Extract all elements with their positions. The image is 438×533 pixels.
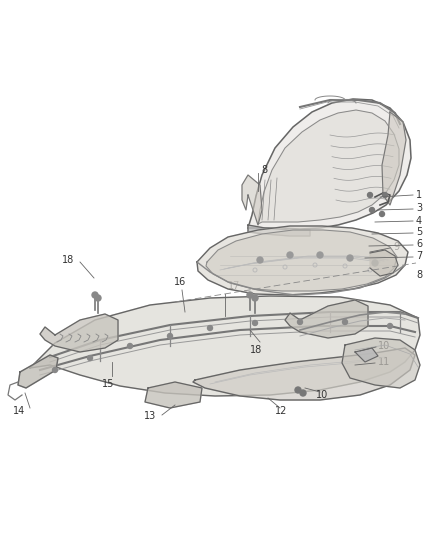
Polygon shape xyxy=(248,225,310,236)
Text: 1: 1 xyxy=(416,190,422,200)
Circle shape xyxy=(379,212,385,216)
Text: 11: 11 xyxy=(378,357,390,367)
Circle shape xyxy=(295,387,301,393)
Text: 8: 8 xyxy=(261,165,267,175)
Circle shape xyxy=(53,367,57,373)
Polygon shape xyxy=(248,99,411,229)
Polygon shape xyxy=(355,348,378,362)
Polygon shape xyxy=(342,338,420,388)
Text: 15: 15 xyxy=(102,379,114,389)
Circle shape xyxy=(92,292,98,298)
Circle shape xyxy=(88,356,92,360)
Circle shape xyxy=(370,207,374,213)
Polygon shape xyxy=(382,112,406,205)
Polygon shape xyxy=(30,296,420,396)
Text: 9: 9 xyxy=(393,242,399,252)
Circle shape xyxy=(297,319,303,325)
Circle shape xyxy=(343,319,347,325)
Text: 5: 5 xyxy=(416,227,422,237)
Text: 16: 16 xyxy=(174,277,186,287)
Polygon shape xyxy=(40,314,118,352)
Polygon shape xyxy=(18,355,58,388)
Text: 4: 4 xyxy=(416,216,422,226)
Circle shape xyxy=(287,252,293,258)
Text: 14: 14 xyxy=(13,406,25,416)
Polygon shape xyxy=(370,250,398,276)
Polygon shape xyxy=(242,175,262,225)
Text: 12: 12 xyxy=(275,406,287,416)
Circle shape xyxy=(257,257,263,263)
Circle shape xyxy=(317,252,323,258)
Text: 17: 17 xyxy=(228,281,240,291)
Circle shape xyxy=(300,390,306,396)
Text: 18: 18 xyxy=(62,255,74,265)
Text: 3: 3 xyxy=(416,203,422,213)
Text: 8: 8 xyxy=(416,270,422,280)
Polygon shape xyxy=(193,348,415,400)
Circle shape xyxy=(347,255,353,261)
Circle shape xyxy=(247,292,253,298)
Circle shape xyxy=(208,326,212,330)
Polygon shape xyxy=(145,382,202,408)
Circle shape xyxy=(252,320,258,326)
Circle shape xyxy=(167,334,173,338)
Circle shape xyxy=(388,324,392,328)
Text: 10: 10 xyxy=(316,390,328,400)
Text: 10: 10 xyxy=(378,341,390,351)
Circle shape xyxy=(382,192,388,198)
Text: 6: 6 xyxy=(416,239,422,249)
Text: 7: 7 xyxy=(416,251,422,261)
Polygon shape xyxy=(258,110,399,224)
Polygon shape xyxy=(197,226,408,295)
Circle shape xyxy=(127,343,133,349)
Text: 13: 13 xyxy=(144,411,156,421)
Polygon shape xyxy=(285,300,368,338)
Circle shape xyxy=(367,192,372,198)
Text: 18: 18 xyxy=(250,345,262,355)
Circle shape xyxy=(372,260,378,266)
Circle shape xyxy=(252,295,258,301)
Circle shape xyxy=(95,295,101,301)
Polygon shape xyxy=(206,230,397,291)
